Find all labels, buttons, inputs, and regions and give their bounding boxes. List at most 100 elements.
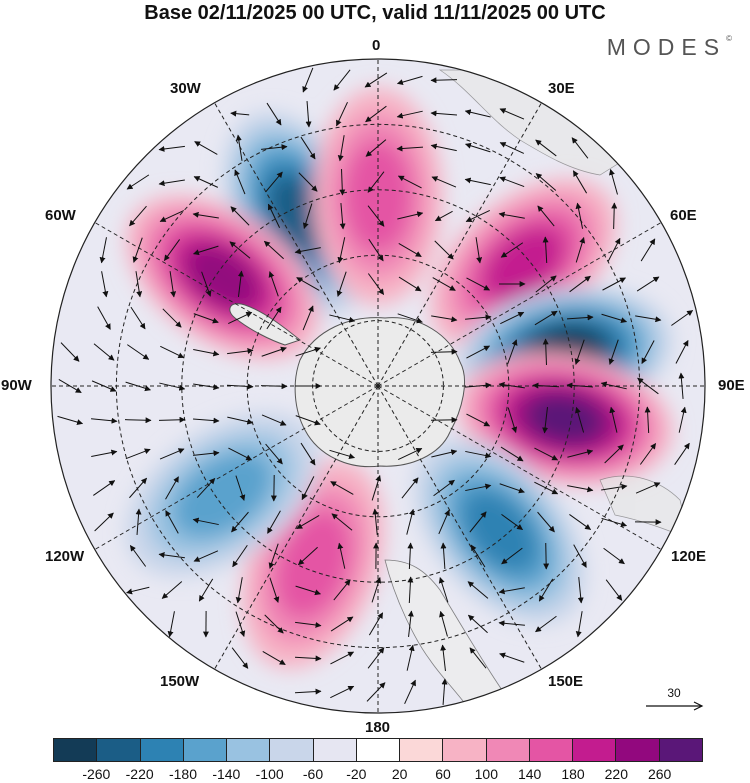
wind-vector (644, 406, 651, 434)
wind-vector (604, 444, 624, 464)
wind-vector (499, 652, 525, 663)
wind-vector (337, 135, 345, 162)
wind-vector (267, 203, 281, 228)
colorbar-swatch (270, 739, 314, 761)
wind-vector (368, 238, 384, 262)
wind-vector (641, 340, 655, 364)
wind-vector (160, 345, 185, 359)
wind-vector (575, 611, 583, 638)
wind-vector (636, 276, 660, 292)
wind-vector (235, 475, 246, 501)
wind-vector (129, 477, 147, 499)
lon-label-120e: 120E (671, 548, 707, 565)
wind-vector (371, 475, 382, 501)
wind-vector (336, 271, 347, 297)
wind-vector (466, 277, 491, 291)
wind-vector (407, 542, 414, 570)
colorbar-swatch (227, 739, 271, 761)
wind-vector (302, 305, 314, 331)
colorbar (53, 738, 703, 762)
colorbar-swatch (486, 739, 530, 761)
wind-vector (226, 383, 254, 390)
wind-vector (365, 139, 387, 157)
wind-vector (407, 610, 414, 637)
wind-vector (339, 168, 346, 196)
wind-vector (501, 547, 523, 565)
colorbar-swatch (400, 739, 444, 761)
wind-vector (60, 342, 80, 362)
colorbar-label: -60 (302, 766, 324, 782)
wind-vector (532, 382, 560, 389)
wind-vector (466, 413, 491, 427)
colorbar-label: 100 (474, 766, 499, 782)
colorbar-swatch (54, 739, 98, 761)
colorbar-label: -20 (346, 766, 367, 782)
wind-vector (396, 145, 424, 152)
wind-vector (635, 482, 661, 494)
wind-vector (333, 69, 351, 91)
meridian-line (377, 385, 662, 550)
wind-vector (232, 544, 248, 568)
wind-vector (537, 205, 555, 227)
wind-vector (367, 205, 385, 227)
wind-vector (602, 277, 626, 291)
wind-vector (678, 372, 685, 399)
meridian-line (377, 102, 542, 387)
wind-vector (535, 615, 557, 633)
wind-vector (543, 542, 550, 570)
wind-vector (639, 442, 657, 465)
wind-vector (498, 381, 525, 389)
wind-vector (235, 577, 243, 604)
colorbar-label: 20 (391, 766, 408, 782)
wind-vector (193, 176, 219, 188)
wind-vector (465, 450, 492, 459)
lon-label-180: 180 (365, 719, 391, 736)
wind-vector (542, 338, 549, 366)
wind-vector (364, 72, 388, 88)
wind-vector (465, 483, 492, 492)
wind-vector (230, 110, 250, 117)
wind-vector (330, 651, 355, 665)
wind-vector (566, 382, 594, 389)
wind-vector (469, 647, 487, 669)
wind-vector (294, 655, 322, 662)
wind-vector (265, 171, 283, 193)
wind-vector (366, 682, 386, 702)
wind-vector (368, 612, 384, 636)
wind-vector (260, 383, 288, 390)
wind-vector (397, 313, 423, 324)
wind-vector (640, 238, 656, 262)
meridian-line (214, 102, 379, 387)
wind-vector (192, 517, 219, 526)
wind-vector (158, 552, 185, 559)
lon-label-0: 0 (372, 37, 381, 54)
wind-vector (396, 75, 423, 86)
wind-vector (406, 508, 415, 535)
wind-vector (465, 210, 490, 222)
wind-vector (159, 448, 185, 460)
wind-vector (467, 614, 488, 634)
wind-vector (401, 477, 419, 499)
wind-vector (201, 271, 212, 297)
modes-logo: MODES© (606, 34, 732, 60)
wind-vector (571, 137, 589, 159)
wind-vector (538, 578, 554, 602)
colorbar-swatch (140, 739, 184, 761)
colorbar-label: 180 (561, 766, 585, 782)
wind-vector (336, 102, 348, 127)
wind-vector (231, 511, 249, 533)
wind-vector (228, 311, 253, 325)
wind-vector (264, 614, 284, 634)
wind-vector (91, 417, 118, 424)
wind-vector (542, 236, 549, 264)
wind-vector (440, 644, 447, 671)
wind-vector (431, 315, 458, 323)
wind-vector (295, 621, 322, 628)
wind-vector (397, 211, 424, 220)
wind-vector (93, 480, 116, 496)
wind-vector (333, 579, 351, 601)
wind-vector (438, 577, 449, 603)
colorbar-swatch (616, 739, 660, 761)
wind-vector (135, 508, 142, 536)
wind-vectors (57, 67, 694, 706)
